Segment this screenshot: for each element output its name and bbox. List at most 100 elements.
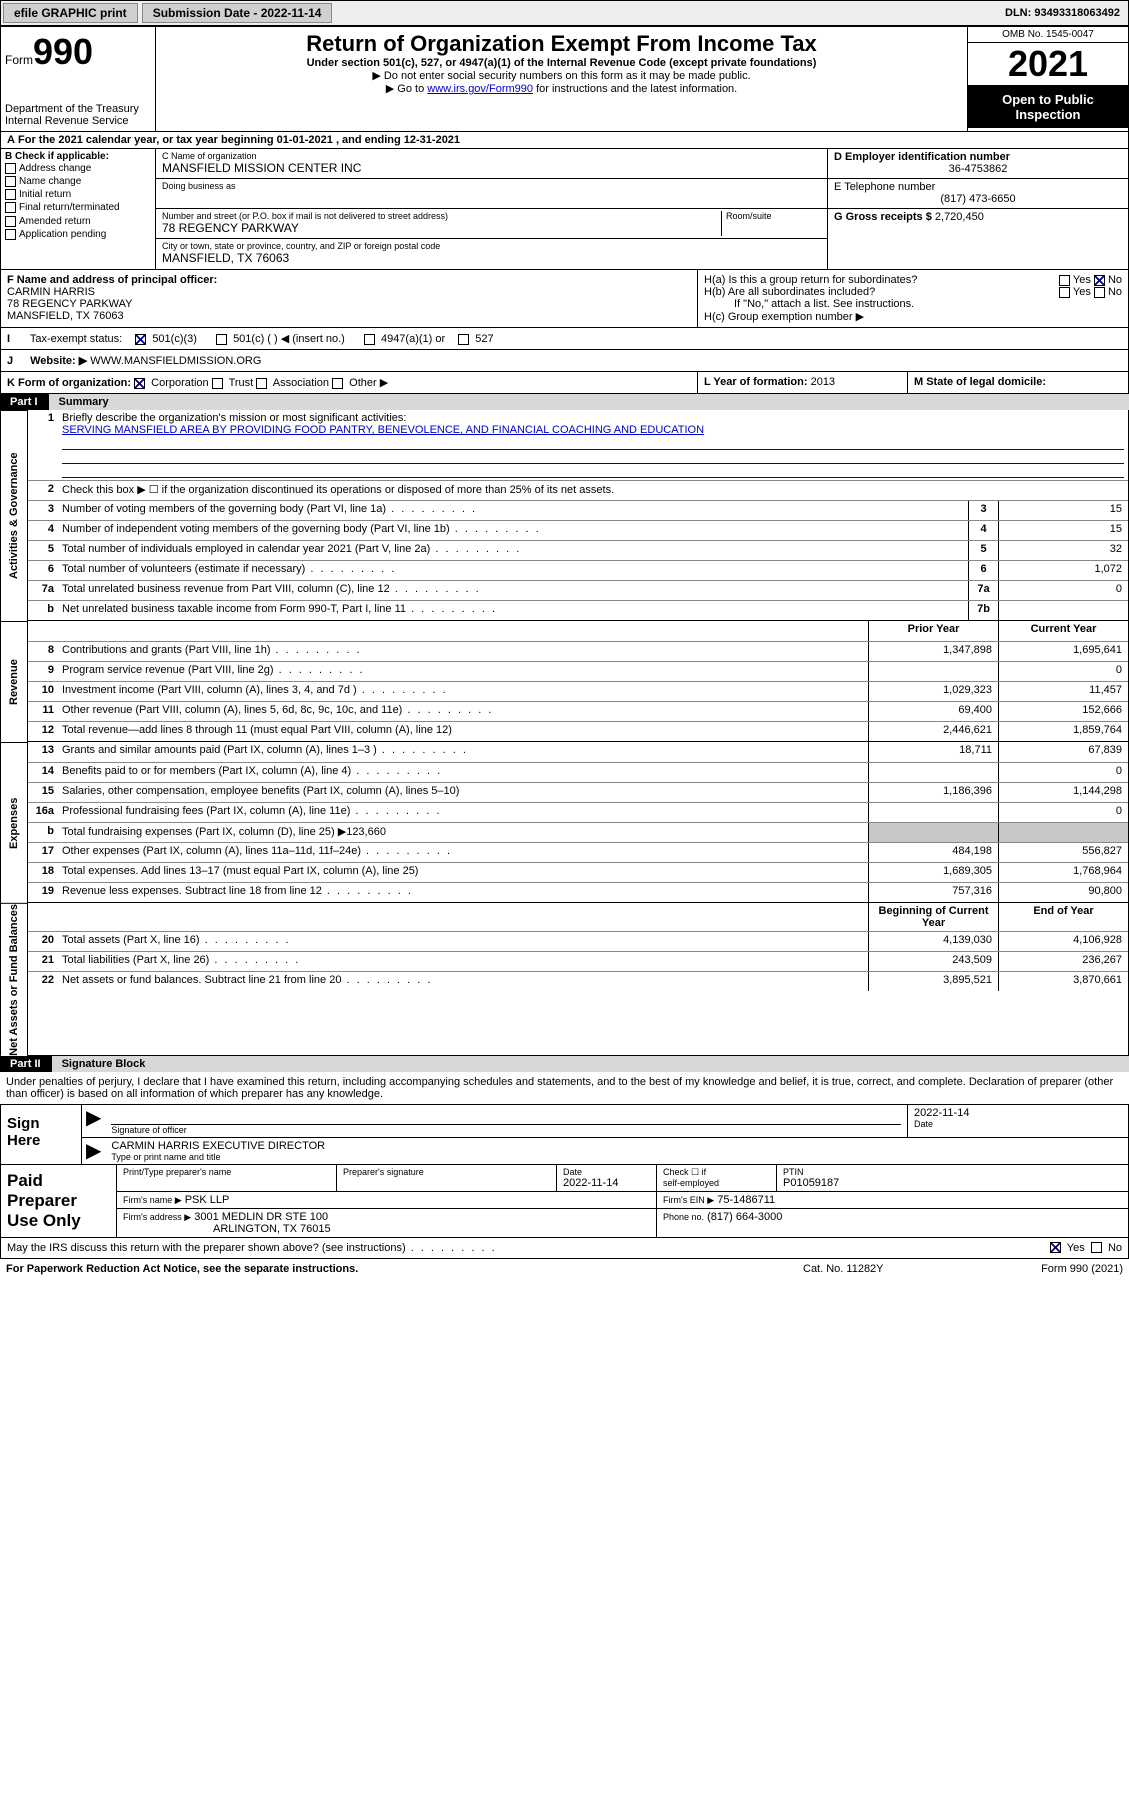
sign-here-label: Sign Here — [1, 1105, 81, 1164]
officer-name-title: CARMIN HARRIS EXECUTIVE DIRECTOR — [111, 1140, 1122, 1152]
goto-note: Go to www.irs.gov/Form990 for instructio… — [160, 82, 963, 95]
topbar: efile GRAPHIC print Submission Date - 20… — [0, 0, 1129, 26]
line16b: Total fundraising expenses (Part IX, col… — [58, 823, 868, 842]
chk-4947[interactable] — [364, 334, 375, 345]
chk-application-pending[interactable]: Application pending — [5, 228, 151, 241]
firm-addr1: 3001 MEDLIN DR STE 100 — [194, 1211, 328, 1223]
form-header: Form990 Department of the Treasury Inter… — [0, 26, 1129, 132]
chk-501c3[interactable] — [135, 334, 146, 345]
j-label: Website: ▶ — [30, 355, 87, 367]
gray-cell — [998, 823, 1128, 842]
omb-number: OMB No. 1545-0047 — [968, 27, 1128, 43]
p18: 1,689,305 — [868, 863, 998, 882]
val7a: 0 — [998, 581, 1128, 600]
sigoff-caption: Signature of officer — [111, 1125, 901, 1135]
revenue-section: Revenue Prior YearCurrent Year 8Contribu… — [0, 621, 1129, 742]
val4: 15 — [998, 521, 1128, 540]
gov-table: 1 Briefly describe the organization's mi… — [28, 410, 1129, 621]
org-info-column: C Name of organization MANSFIELD MISSION… — [156, 149, 828, 269]
penalty-text: Under penalties of perjury, I declare th… — [0, 1072, 1129, 1104]
signature-line[interactable] — [111, 1107, 901, 1125]
checkbox-icon[interactable] — [1094, 287, 1105, 298]
i-label: Tax-exempt status: — [30, 333, 122, 345]
firm-lbl: Firm's name ▶ — [123, 1195, 182, 1205]
b22: 3,895,521 — [868, 972, 998, 991]
street-address: 78 REGENCY PARKWAY — [162, 221, 721, 235]
chk-amended[interactable]: Amended return — [5, 215, 151, 228]
p14 — [868, 763, 998, 782]
hc-text: H(c) Group exemption number ▶ — [704, 310, 1122, 323]
city-caption: City or town, state or province, country… — [162, 241, 821, 251]
line12: Total revenue—add lines 8 through 11 (mu… — [58, 722, 868, 741]
checkbox-icon[interactable] — [1059, 275, 1070, 286]
gross-receipts-value: 2,720,450 — [935, 211, 984, 223]
nametype-caption: Type or print name and title — [111, 1152, 1122, 1162]
efile-print-button[interactable]: efile GRAPHIC print — [3, 3, 138, 23]
line13: Grants and similar amounts paid (Part IX… — [58, 742, 868, 762]
chk-527[interactable] — [458, 334, 469, 345]
entity-block: B Check if applicable: Address change Na… — [0, 149, 1129, 270]
checkbox-icon — [5, 189, 16, 200]
part-i-tag: Part I — [0, 394, 48, 410]
page-footer: For Paperwork Reduction Act Notice, see … — [0, 1259, 1129, 1279]
checkbox-checked-icon[interactable] — [1094, 275, 1105, 286]
chk-discuss-yes[interactable] — [1050, 1242, 1061, 1253]
chk-discuss-no[interactable] — [1091, 1242, 1102, 1253]
e22: 3,870,661 — [998, 972, 1128, 991]
c14: 0 — [998, 763, 1128, 782]
mission-rule — [62, 450, 1124, 464]
b20: 4,139,030 — [868, 932, 998, 951]
mission: SERVING MANSFIELD AREA BY PROVIDING FOOD… — [62, 424, 1124, 436]
chk-association[interactable] — [256, 378, 267, 389]
c18: 1,768,964 — [998, 863, 1128, 882]
note2b: for instructions and the latest informat… — [533, 83, 737, 95]
irs-link[interactable]: www.irs.gov/Form990 — [427, 83, 533, 95]
city-cell: City or town, state or province, country… — [156, 239, 827, 269]
open-to-public: Open to Public Inspection — [968, 86, 1128, 128]
form-number: Form990 — [5, 31, 151, 73]
chk-final-return[interactable]: Final return/terminated — [5, 201, 151, 214]
line7b: Net unrelated business taxable income fr… — [58, 601, 968, 620]
form-footer: Form 990 (2021) — [983, 1263, 1123, 1275]
gov-vlabel: Activities & Governance — [0, 410, 28, 621]
hb-text: H(b) Are all subordinates included? — [704, 286, 875, 298]
l-cell: L Year of formation: 2013 — [698, 372, 908, 393]
form-990: 990 — [33, 31, 93, 72]
h3: Date — [563, 1167, 650, 1177]
chk-trust[interactable] — [212, 378, 223, 389]
checkbox-icon[interactable] — [1059, 287, 1070, 298]
part-ii-header: Part II Signature Block — [0, 1056, 1129, 1072]
addr-cell: Number and street (or P.O. box if mail i… — [156, 209, 827, 239]
c17: 556,827 — [998, 843, 1128, 862]
chk-name-change[interactable]: Name change — [5, 175, 151, 188]
chk-initial-return[interactable]: Initial return — [5, 188, 151, 201]
p15: 1,186,396 — [868, 783, 998, 802]
p8: 1,347,898 — [868, 642, 998, 661]
c19: 90,800 — [998, 883, 1128, 902]
chk-other[interactable] — [332, 378, 343, 389]
discuss-yn: Yes No — [1050, 1242, 1122, 1254]
chk-address-change[interactable]: Address change — [5, 162, 151, 175]
checkbox-icon — [5, 202, 16, 213]
officer-block: F Name and address of principal officer:… — [1, 270, 698, 327]
m-cell: M State of legal domicile: — [908, 372, 1128, 393]
net-vlabel: Net Assets or Fund Balances — [0, 903, 28, 1056]
irs: Internal Revenue Service — [5, 115, 151, 127]
c10: 11,457 — [998, 682, 1128, 701]
chk-501c[interactable] — [216, 334, 227, 345]
ha-text: H(a) Is this a group return for subordin… — [704, 274, 917, 286]
tax-year-text: For the 2021 calendar year, or tax year … — [18, 134, 460, 146]
chk-corporation[interactable] — [134, 378, 145, 389]
line16a: Professional fundraising fees (Part IX, … — [58, 803, 868, 822]
c12: 1,859,764 — [998, 722, 1128, 741]
discuss-text: May the IRS discuss this return with the… — [7, 1242, 1050, 1254]
m-label: M State of legal domicile: — [914, 376, 1046, 388]
tax-year-big: 2021 — [968, 43, 1128, 86]
line17: Other expenses (Part IX, column (A), lin… — [58, 843, 868, 862]
c11: 152,666 — [998, 702, 1128, 721]
line5: Total number of individuals employed in … — [58, 541, 968, 560]
firm-ein: 75-1486711 — [717, 1194, 775, 1206]
k-label: K Form of organization: — [7, 377, 131, 389]
val6: 1,072 — [998, 561, 1128, 580]
b21: 243,509 — [868, 952, 998, 971]
